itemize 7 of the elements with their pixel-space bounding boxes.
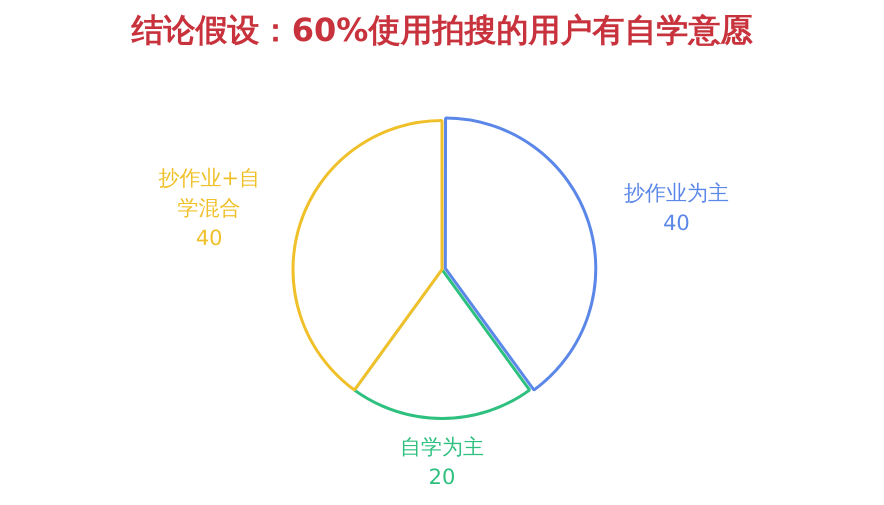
data-label: 40 [663, 211, 690, 236]
data-label: 40 [196, 226, 223, 250]
chart-title: 结论假设：60%使用拍搜的用户有自学意愿 [130, 10, 754, 51]
slice-label: 自学为主 [400, 434, 484, 459]
slice-label: 抄作业为主 [624, 181, 729, 206]
data-label: 20 [428, 464, 456, 489]
slice-label: 抄作业+自学混合 [158, 166, 260, 220]
